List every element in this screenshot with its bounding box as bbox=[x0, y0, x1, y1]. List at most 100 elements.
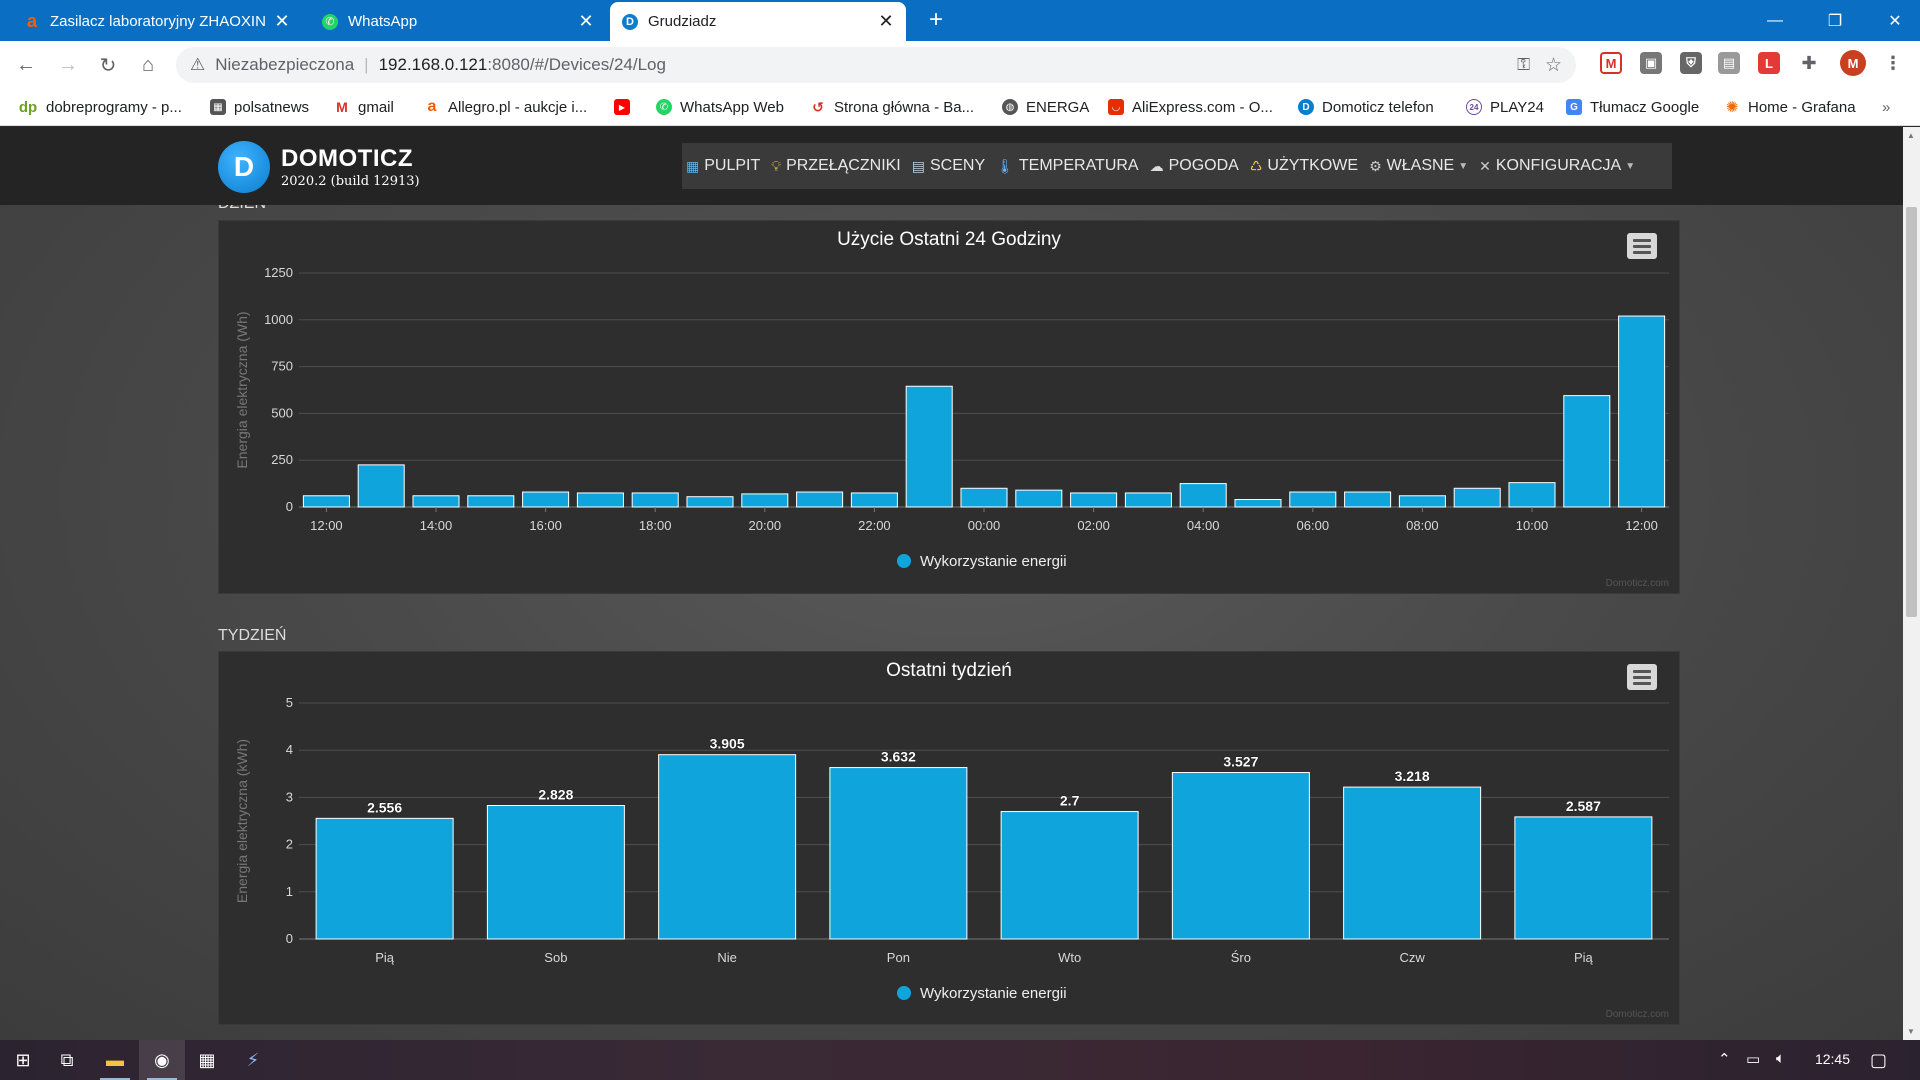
data-label: 2.587 bbox=[1566, 798, 1601, 814]
back-icon[interactable]: ← bbox=[16, 53, 36, 76]
x-tick-label: 22:00 bbox=[858, 518, 891, 533]
bookmark-bank[interactable]: ↺ Strona główna - Ba... bbox=[810, 96, 974, 118]
close-icon[interactable]: ✕ bbox=[578, 11, 594, 31]
data-label: 2.828 bbox=[538, 787, 573, 803]
data-label: 3.632 bbox=[881, 749, 916, 765]
bookmark-play24[interactable]: 24 PLAY24 bbox=[1466, 96, 1544, 118]
nav-pulpit[interactable]: ▦ PULPIT bbox=[686, 157, 760, 175]
reload-icon[interactable]: ↻ bbox=[99, 54, 117, 77]
nav-wlasne[interactable]: ⚙ WŁASNE ▼ bbox=[1369, 157, 1468, 175]
minimize-icon[interactable]: — bbox=[1767, 11, 1783, 29]
tab-zasilacz[interactable]: a Zasilacz laboratoryjny ZHAOXIN ✕ bbox=[12, 2, 302, 41]
bookmark-polsatnews[interactable]: ▦ polsatnews bbox=[210, 96, 309, 118]
nav-label: PULPIT bbox=[704, 157, 761, 174]
warning-icon: ⚠ bbox=[190, 55, 206, 74]
avatar[interactable]: M bbox=[1840, 50, 1866, 76]
more-icon[interactable]: ⋮ bbox=[1884, 52, 1902, 73]
nav-sceny[interactable]: ▤ SCENY bbox=[912, 157, 985, 175]
bar bbox=[1618, 315, 1666, 508]
x-tick-label: Pią bbox=[1574, 950, 1594, 965]
y-tick-label: 750 bbox=[271, 359, 293, 374]
bar bbox=[1234, 499, 1282, 508]
gmail-extension-icon[interactable]: M bbox=[1600, 52, 1622, 74]
bookmark-aliexpress[interactable]: ◡ AliExpress.com - O... bbox=[1108, 96, 1273, 118]
bar bbox=[1124, 492, 1172, 508]
tab-grudziadz[interactable]: D Grudziadz ✕ bbox=[610, 2, 906, 41]
chevron-up-icon[interactable]: ⌃ bbox=[1718, 1051, 1731, 1068]
network-icon[interactable]: ▭ bbox=[1746, 1051, 1761, 1068]
extension-icon[interactable]: ▤ bbox=[1718, 52, 1740, 74]
new-tab-button[interactable]: + bbox=[928, 6, 943, 33]
bar bbox=[1344, 491, 1392, 508]
file-explorer-icon[interactable]: ▬ bbox=[92, 1040, 138, 1080]
x-tick-label: 14:00 bbox=[420, 518, 453, 533]
task-view-icon[interactable]: ⧉ bbox=[60, 1049, 74, 1070]
bookmark-whatsapp-web[interactable]: ✆ WhatsApp Web bbox=[656, 96, 784, 118]
data-label: 2.7 bbox=[1060, 793, 1080, 809]
scroll-up-icon[interactable]: ▲ bbox=[1907, 131, 1915, 140]
domoticz-logo[interactable]: D bbox=[218, 141, 270, 193]
star-icon[interactable]: ☆ bbox=[1544, 54, 1562, 76]
nav-temperatura[interactable]: 🌡︎ TEMPERATURA bbox=[996, 157, 1139, 175]
nav-pogoda[interactable]: ☁ POGODA bbox=[1150, 157, 1239, 175]
bank-icon: ↺ bbox=[812, 98, 824, 115]
legend-marker bbox=[897, 554, 911, 568]
chrome-icon[interactable]: ◉ bbox=[139, 1040, 185, 1080]
bar bbox=[1171, 772, 1310, 940]
x-tick-label: 12:00 bbox=[1625, 518, 1658, 533]
key-icon[interactable]: ⚿ bbox=[1517, 55, 1530, 74]
url-host: 192.168.0.121 bbox=[378, 55, 488, 74]
more-bookmarks-button[interactable]: » bbox=[1882, 98, 1891, 116]
bookmark-allegro[interactable]: a Allegro.pl - aukcje i... bbox=[424, 96, 588, 118]
windows-start-icon[interactable]: ⊞ bbox=[15, 1049, 31, 1070]
bookmark-dobreprogramy[interactable]: dp dobreprogramy - p... bbox=[18, 96, 182, 118]
bookmark-energa[interactable]: ◍ ENERGA bbox=[1002, 96, 1089, 118]
nav-uzytkowe[interactable]: ♺ UŻYTKOWE bbox=[1250, 157, 1358, 175]
tab-whatsapp[interactable]: ✆ WhatsApp ✕ bbox=[310, 2, 606, 41]
youtube-icon: ▶ bbox=[614, 99, 630, 115]
bookmark-grafana[interactable]: ✺ Home - Grafana bbox=[1724, 96, 1856, 118]
thermometer-icon: 🌡︎ bbox=[996, 157, 1014, 174]
bar bbox=[1563, 395, 1611, 508]
page-viewport: DZIEŃ D DOMOTICZ 2020.2 (build 12913) ▦P… bbox=[0, 127, 1920, 1040]
shield-icon[interactable]: ⛨ bbox=[1680, 52, 1702, 74]
chart-menu-button[interactable] bbox=[1627, 664, 1657, 690]
puzzle-icon[interactable]: ✚ bbox=[1801, 52, 1817, 73]
scroll-thumb[interactable] bbox=[1906, 207, 1917, 617]
calculator-icon[interactable]: ▦ bbox=[198, 1049, 216, 1070]
security-label: Niezabezpieczona bbox=[215, 55, 355, 74]
network-app-icon[interactable]: ⚡ bbox=[246, 1049, 260, 1070]
nav-przelaczniki[interactable]: 💡︎ PRZEŁĄCZNIKI bbox=[771, 157, 901, 175]
x-tick-label: Pią bbox=[375, 950, 395, 965]
bar bbox=[315, 817, 454, 940]
y-tick-label: 1 bbox=[286, 884, 293, 899]
close-icon[interactable]: ✕ bbox=[274, 11, 290, 31]
address-bar[interactable]: ⚠ Niezabezpieczona | 192.168.0.121 :8080… bbox=[176, 47, 1576, 83]
page-scrollbar[interactable]: ▲ ▼ bbox=[1903, 127, 1920, 1040]
tab-title: Zasilacz laboratoryjny ZHAOXIN bbox=[50, 13, 266, 30]
forward-icon[interactable]: → bbox=[58, 53, 78, 76]
bookmark-youtube[interactable]: ▶ bbox=[614, 96, 638, 118]
chart-menu-button[interactable] bbox=[1627, 233, 1657, 259]
taskbar-clock[interactable]: 12:45 bbox=[1814, 1051, 1850, 1067]
y-tick-label: 500 bbox=[271, 405, 293, 420]
bookmark-translate[interactable]: G Tłumacz Google bbox=[1566, 96, 1699, 118]
bookmark-domoticz-telefon[interactable]: D Domoticz telefon bbox=[1298, 96, 1434, 118]
close-window-icon[interactable]: ✕ bbox=[1888, 12, 1902, 30]
notifications-icon[interactable]: ▢ bbox=[1870, 1050, 1888, 1070]
close-icon[interactable]: ✕ bbox=[878, 11, 894, 31]
scroll-down-icon[interactable]: ▼ bbox=[1907, 1027, 1915, 1036]
y-axis-label: Energia elektryczna (kWh) bbox=[234, 739, 250, 903]
bookmark-label: Home - Grafana bbox=[1748, 98, 1856, 116]
volume-icon[interactable]: 🔈︎ bbox=[1776, 1050, 1786, 1067]
extension-icon[interactable]: L bbox=[1758, 52, 1780, 74]
home-icon[interactable]: ⌂ bbox=[141, 53, 155, 76]
nav-konfiguracja[interactable]: ✕ KONFIGURACJA ▼ bbox=[1479, 157, 1635, 175]
restore-icon[interactable]: ❐ bbox=[1827, 12, 1843, 30]
aliexpress-icon: ◡ bbox=[1108, 99, 1124, 115]
main-nav: ▦ PULPIT 💡︎ PRZEŁĄCZNIKI ▤ SCENY 🌡︎ TEMPERAT… bbox=[682, 143, 1672, 189]
domoticz-icon: D bbox=[622, 13, 638, 30]
extension-icon[interactable]: ▣ bbox=[1640, 52, 1662, 74]
bookmark-label: polsatnews bbox=[234, 98, 310, 116]
